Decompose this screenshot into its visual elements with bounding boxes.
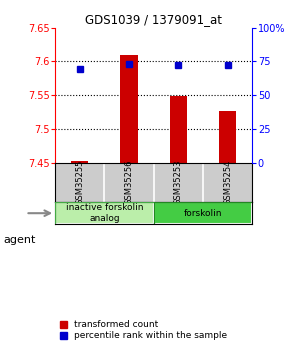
Text: agent: agent [3,235,35,245]
Text: GSM35253: GSM35253 [174,160,183,205]
Text: inactive forskolin
analog: inactive forskolin analog [66,204,143,223]
Bar [55,202,154,224]
Text: GSM35256: GSM35256 [124,160,134,205]
Text: GSM35254: GSM35254 [223,160,232,205]
Title: GDS1039 / 1379091_at: GDS1039 / 1379091_at [85,13,222,27]
Bar [71,161,88,163]
Legend: transformed count, percentile rank within the sample: transformed count, percentile rank withi… [60,320,227,341]
Bar [120,55,138,163]
Bar [219,111,236,163]
Text: forskolin: forskolin [184,209,222,218]
Bar [170,96,187,163]
Text: GSM35255: GSM35255 [75,160,84,205]
Bar [154,202,252,224]
